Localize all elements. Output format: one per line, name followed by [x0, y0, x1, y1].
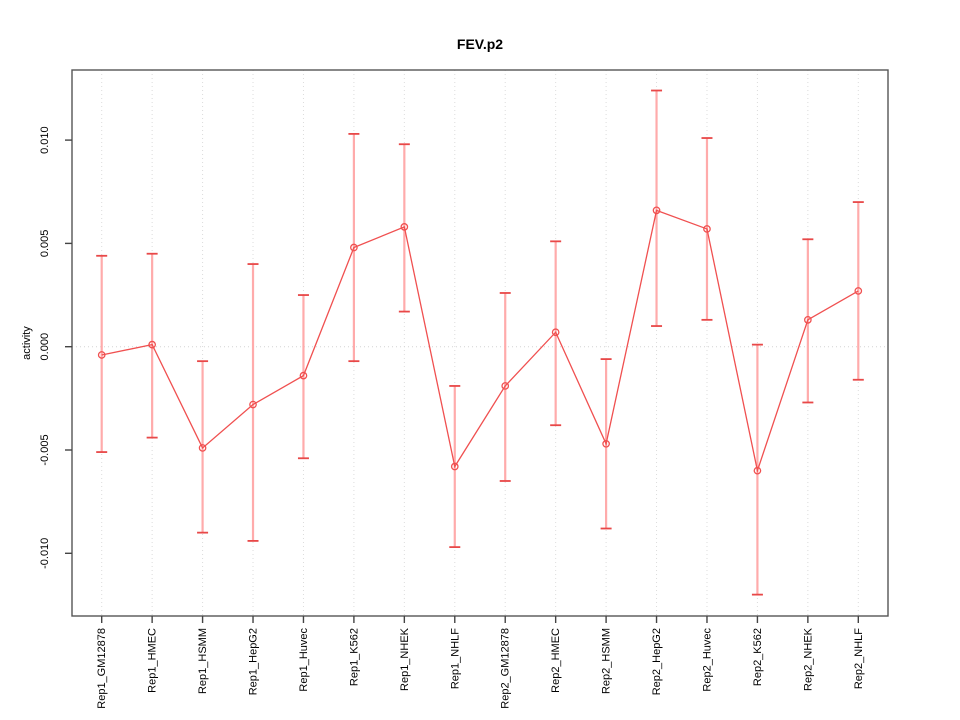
data-point — [198, 444, 207, 452]
x-tick-label: Rep2_Huvec — [701, 628, 713, 692]
x-tick-label: Rep1_NHLF — [449, 628, 461, 689]
data-point — [551, 328, 560, 337]
x-tick-label: Rep1_GM12878 — [96, 628, 108, 709]
series-line — [101, 209, 859, 474]
data-point — [350, 243, 358, 252]
x-tick-label: Rep1_HepG2 — [248, 628, 260, 695]
data-point — [703, 225, 711, 233]
data-point — [400, 223, 409, 231]
plot-border — [71, 69, 889, 617]
x-tick-label: Rep1_K562 — [348, 628, 360, 686]
y-tick-label: -0.010 — [39, 538, 51, 569]
data-point — [501, 382, 510, 390]
x-tick-label: Rep2_HepG2 — [651, 628, 663, 695]
x-tick-label: Rep1_Huvec — [298, 628, 310, 692]
x-tick-label: Rep2_NHLF — [853, 628, 865, 689]
x-tick-label: Rep2_HMEC — [550, 628, 562, 693]
data-point — [148, 340, 156, 349]
data-point — [450, 462, 459, 471]
x-tick-label: Rep1_HMEC — [147, 628, 159, 693]
x-tick-label: Rep2_NHEK — [802, 627, 814, 691]
chart-title: FEV.p2 — [456, 36, 504, 52]
data-point — [97, 351, 106, 359]
data-point — [652, 206, 661, 215]
y-tick-label: 0.000 — [39, 333, 51, 361]
y-axis-label: activity — [21, 326, 33, 360]
y-tick-label: 0.005 — [39, 230, 51, 258]
data-point — [753, 466, 762, 475]
x-tick-label: Rep1_NHEK — [399, 627, 411, 691]
data-point — [602, 439, 610, 448]
x-tick-label: Rep2_K562 — [752, 628, 764, 686]
y-tick-label: -0.005 — [39, 434, 51, 465]
x-tick-label: Rep1_HSMM — [197, 628, 209, 694]
data-point — [299, 371, 308, 380]
data-point — [249, 400, 257, 409]
data-point — [854, 287, 863, 295]
x-tick-label: Rep2_HSMM — [601, 628, 613, 694]
data-point — [804, 315, 812, 324]
y-tick-label: 0.010 — [39, 126, 51, 154]
x-tick-label: Rep2_GM12878 — [500, 628, 512, 709]
